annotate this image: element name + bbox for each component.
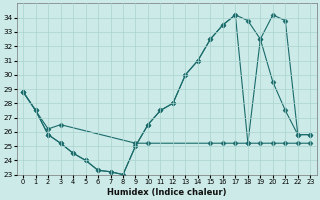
X-axis label: Humidex (Indice chaleur): Humidex (Indice chaleur) <box>107 188 227 197</box>
